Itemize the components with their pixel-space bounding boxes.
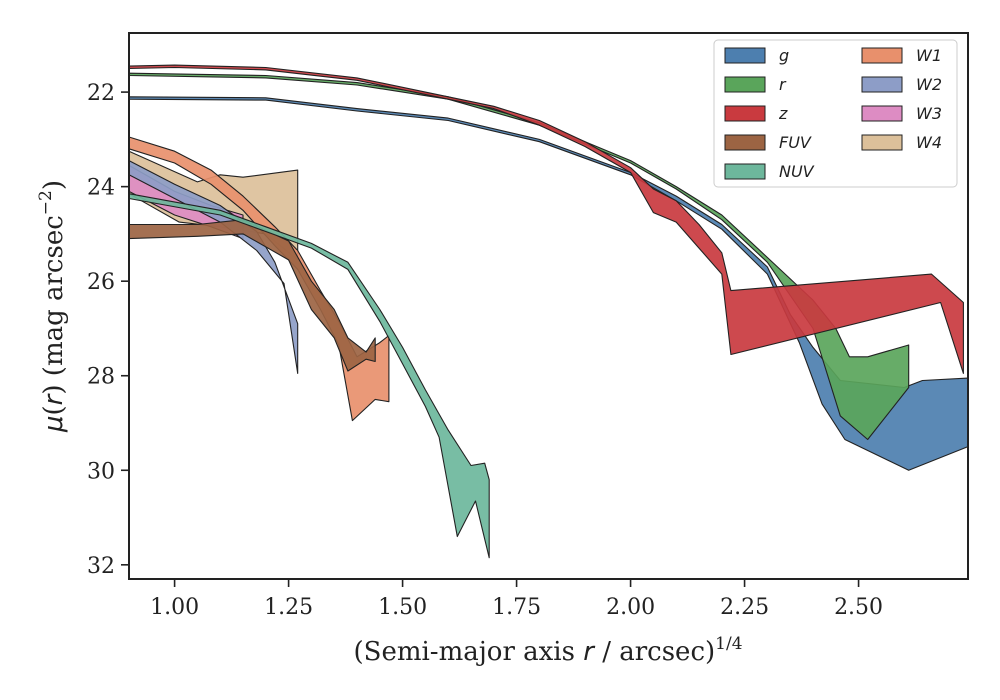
band-z [128,64,964,374]
y-tick-label: 22 [87,81,115,106]
x-tick-label: 1.50 [378,595,427,620]
y-tick-label: 32 [87,554,115,579]
legend-label-g: g [779,46,789,65]
x-axis-label: (Semi-major axis r / arcsec)1/4 [353,634,742,667]
band-w1 [128,136,390,422]
y-axis-label: μ(r) (mag arcsec−2) [36,180,69,433]
band-w2 [128,160,299,374]
x-tick-label: 1.00 [150,595,199,620]
x-tick-label: 2.25 [720,595,769,620]
legend-swatch-w3 [861,105,903,122]
x-tick-label: 2.00 [606,595,655,620]
band-nuv [128,193,490,559]
x-tick-label: 1.75 [492,595,541,620]
plot-frame [128,32,969,580]
y-tick-label: 24 [87,176,115,201]
legend-label-w4: W4 [916,133,942,152]
y-tick-label: 28 [87,365,115,390]
y-tick-label: 26 [87,270,115,295]
legend-label-z: z [778,104,788,123]
legend-swatch-z [724,105,766,122]
legend-label-fuv: FUV [779,133,812,152]
y-axis-ticks: 22 24 26 28 30 32 [87,81,129,579]
legend-swatch-r [724,76,766,93]
legend-label-nuv: NUV [779,162,815,181]
legend-swatch-w2 [861,76,903,93]
x-axis-ticks: 1.00 1.25 1.50 1.75 2.00 2.25 2.50 [150,579,883,620]
legend-swatch-nuv [724,163,766,180]
band-fuv [128,219,376,372]
x-tick-label: 2.50 [834,595,883,620]
y-tick-label: 30 [87,459,115,484]
legend-swatch-w1 [861,47,903,64]
x-tick-label: 1.25 [264,595,313,620]
legend-label-w1: W1 [916,46,942,65]
legend-label-w3: W3 [916,104,942,123]
legend-label-r: r [779,75,787,94]
legend-label-w2: W2 [916,75,942,94]
legend-swatch-fuv [724,134,766,151]
legend: grz FUV NUV W1 W2 W3 W4 [713,39,958,188]
legend-swatch-w4 [861,134,903,151]
legend-swatch-g [724,47,766,64]
